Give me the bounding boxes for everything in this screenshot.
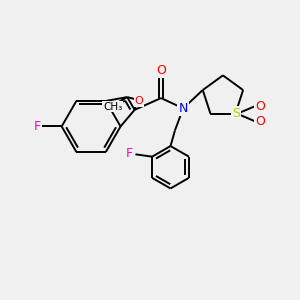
Text: N: N <box>178 102 188 115</box>
Text: O: O <box>134 96 143 106</box>
Text: O: O <box>255 115 265 128</box>
Text: CH₃: CH₃ <box>103 102 122 112</box>
Text: O: O <box>156 64 166 77</box>
Text: O: O <box>255 100 265 113</box>
Text: F: F <box>126 147 133 160</box>
Text: F: F <box>34 120 41 133</box>
Text: S: S <box>232 107 240 120</box>
